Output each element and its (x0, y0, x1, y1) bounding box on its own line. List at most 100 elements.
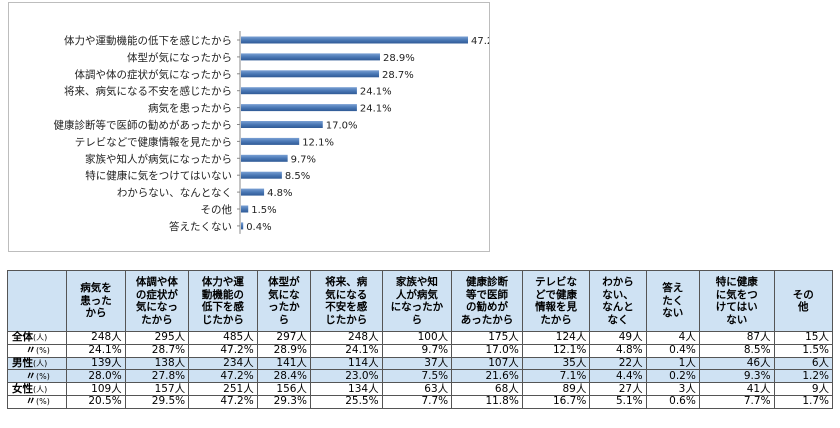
table-cell: 248人 (309, 331, 383, 345)
bar-value-label: 28.7% (382, 70, 414, 81)
category-label: 答えたくない (169, 220, 232, 233)
column-header: 特に健康 に気をつ けてはい ない (698, 270, 775, 332)
table-header-row: 病気を 患った から 体調や体 の症状が 気になっ たから 体力や運 動機能の 低下… (6, 270, 834, 332)
bar (241, 70, 380, 78)
row-unit: (人) (33, 358, 48, 368)
table-cell: 24.1% (309, 343, 383, 358)
table-cell: 63人 (381, 382, 453, 396)
row-label-text: 〃 (25, 395, 37, 408)
table-cell: 22人 (589, 356, 647, 371)
table-cell: 27.8% (124, 369, 190, 384)
bar-value-label: 28.9% (383, 53, 415, 64)
bar (241, 36, 468, 44)
table-cell: 25.5% (309, 394, 383, 409)
table-row: 女性(人) 109人 157人 251人 156人 134人 63人 68人 89人 27人 3人 4… (6, 382, 834, 396)
row-label-text: 男性 (12, 356, 33, 369)
bar-value-label: 17.0% (326, 121, 358, 132)
row-unit: (%) (36, 397, 50, 407)
table-cell: 4.4% (589, 369, 647, 384)
table-cell: 24.1% (66, 343, 126, 358)
table-cell: 4.8% (589, 343, 647, 358)
table-cell: 9人 (773, 382, 834, 396)
bar (241, 137, 300, 145)
table-cell: 17.0% (451, 343, 523, 358)
column-header: 家族や知 人が病気 になったか ら (381, 270, 453, 332)
table-cell: 100人 (381, 331, 453, 345)
category-label: テレビなどで健康情報を見たから (75, 135, 232, 148)
table-cell: 20.5% (66, 394, 126, 409)
bar-value-label: 1.5% (251, 205, 276, 216)
row-label: 〃(%) (6, 343, 68, 358)
column-header: その 他 (773, 270, 834, 332)
table-cell: 0.6% (645, 394, 700, 409)
table-cell: 7.7% (381, 394, 453, 409)
table-cell: 21.6% (451, 369, 523, 384)
row-label: 〃(%) (6, 369, 68, 384)
table-cell: 11.8% (451, 394, 523, 409)
row-label-text: 女性 (12, 382, 33, 395)
table-cell: 134人 (309, 382, 383, 396)
table-cell: 28.7% (124, 343, 190, 358)
row-unit: (%) (36, 371, 50, 381)
bar (241, 205, 249, 213)
bar (241, 87, 357, 95)
table-cell: 295人 (124, 331, 190, 345)
row-unit: (%) (36, 346, 50, 356)
row-label: 全体(人) (6, 331, 68, 345)
category-label: 健康診断等で医師の勧めがあったから (54, 119, 233, 132)
column-header: 将来、病 気になる 不安を感 じたから (309, 270, 383, 332)
category-label: 病気を患ったから (148, 102, 232, 115)
table-cell: 47.2% (188, 343, 258, 358)
table-cell: 12.1% (521, 343, 591, 358)
table-cell: 37人 (381, 356, 453, 371)
table-cell: 87人 (698, 331, 775, 345)
table-cell: 23.0% (309, 369, 383, 384)
table-cell: 6人 (773, 356, 834, 371)
category-label: 体型が気になったから (127, 51, 232, 64)
bar-value-label: 12.1% (302, 137, 334, 148)
row-label-text: 〃 (25, 369, 37, 382)
table-row: 〃(%) 28.0% 27.8% 47.2% 28.4% 23.0% 7.5% 21.6% 7.… (6, 369, 834, 384)
table-cell: 1.5% (773, 343, 834, 358)
table-row: 全体(人) 248人 295人 485人 297人 248人 100人 175人 124人 49人… (6, 331, 834, 345)
column-header: 病気を 患った から (66, 270, 126, 332)
table-cell: 28.4% (256, 369, 311, 384)
table-cell: 139人 (66, 356, 126, 371)
table-cell: 46人 (698, 356, 775, 371)
table-cell: 7.1% (521, 369, 591, 384)
table-cell: 251人 (188, 382, 258, 396)
table-cell: 1人 (645, 356, 700, 371)
bar-value-label: 24.1% (360, 87, 392, 98)
table-cell: 1.7% (773, 394, 834, 409)
row-unit: (人) (33, 333, 48, 343)
table-cell: 28.9% (256, 343, 311, 358)
table-cell: 157人 (124, 382, 190, 396)
column-header: 体型が 気にな ったか ら (256, 270, 311, 332)
bar (241, 222, 244, 230)
table-cell: 47.2% (188, 394, 258, 409)
table-cell: 297人 (256, 331, 311, 345)
table-cell: 138人 (124, 356, 190, 371)
table-cell: 68人 (451, 382, 523, 396)
table-cell: 15人 (773, 331, 834, 345)
column-header: 健康診断 等で医師 の勧めが あったから (451, 270, 523, 332)
bar (241, 171, 282, 179)
table-cell: 175人 (451, 331, 523, 345)
row-label: 女性(人) (6, 382, 68, 396)
column-header: テレビな どで健康 情報を見 たから (521, 270, 591, 332)
row-unit: (人) (33, 384, 48, 394)
table-cell: 89人 (521, 382, 591, 396)
table-cell: 29.3% (256, 394, 311, 409)
table-cell: 3人 (645, 382, 700, 396)
column-header: わから ない、 なんと なく (589, 270, 647, 332)
table-cell: 248人 (66, 331, 126, 345)
table-cell: 1.2% (773, 369, 834, 384)
bar (241, 154, 288, 162)
table-cell: 156人 (256, 382, 311, 396)
table-cell: 8.5% (698, 343, 775, 358)
bar-value-label: 9.7% (291, 154, 316, 165)
table-cell: 9.7% (381, 343, 453, 358)
row-label-text: 全体 (12, 331, 33, 344)
table-corner-cell (6, 270, 68, 332)
bar-value-label: 24.1% (360, 104, 392, 115)
